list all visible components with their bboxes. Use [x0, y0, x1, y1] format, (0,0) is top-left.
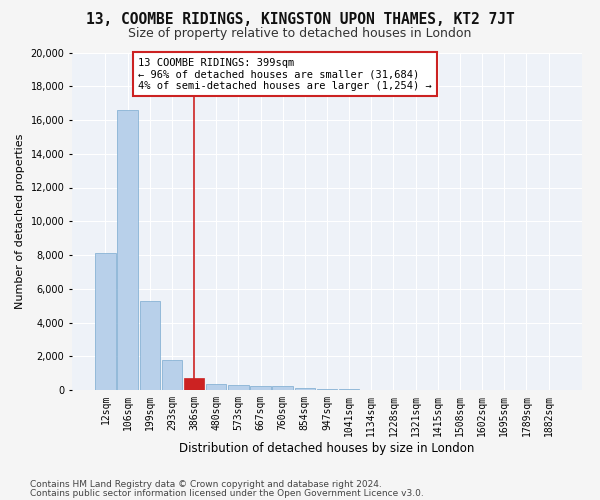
Text: 13 COOMBE RIDINGS: 399sqm
← 96% of detached houses are smaller (31,684)
4% of se: 13 COOMBE RIDINGS: 399sqm ← 96% of detac… — [139, 58, 432, 91]
Text: Contains HM Land Registry data © Crown copyright and database right 2024.: Contains HM Land Registry data © Crown c… — [30, 480, 382, 489]
Text: Contains public sector information licensed under the Open Government Licence v3: Contains public sector information licen… — [30, 488, 424, 498]
Bar — [295, 388, 315, 390]
Bar — [161, 360, 182, 390]
Y-axis label: Number of detached properties: Number of detached properties — [15, 134, 25, 309]
Bar — [95, 254, 116, 390]
Bar — [250, 386, 271, 390]
Bar — [184, 378, 204, 390]
Bar — [140, 300, 160, 390]
Text: 13, COOMBE RIDINGS, KINGSTON UPON THAMES, KT2 7JT: 13, COOMBE RIDINGS, KINGSTON UPON THAMES… — [86, 12, 514, 28]
Bar — [272, 386, 293, 390]
Bar — [317, 389, 337, 390]
Text: Size of property relative to detached houses in London: Size of property relative to detached ho… — [128, 28, 472, 40]
X-axis label: Distribution of detached houses by size in London: Distribution of detached houses by size … — [179, 442, 475, 454]
Bar — [118, 110, 138, 390]
Bar — [206, 384, 226, 390]
Bar — [228, 386, 248, 390]
